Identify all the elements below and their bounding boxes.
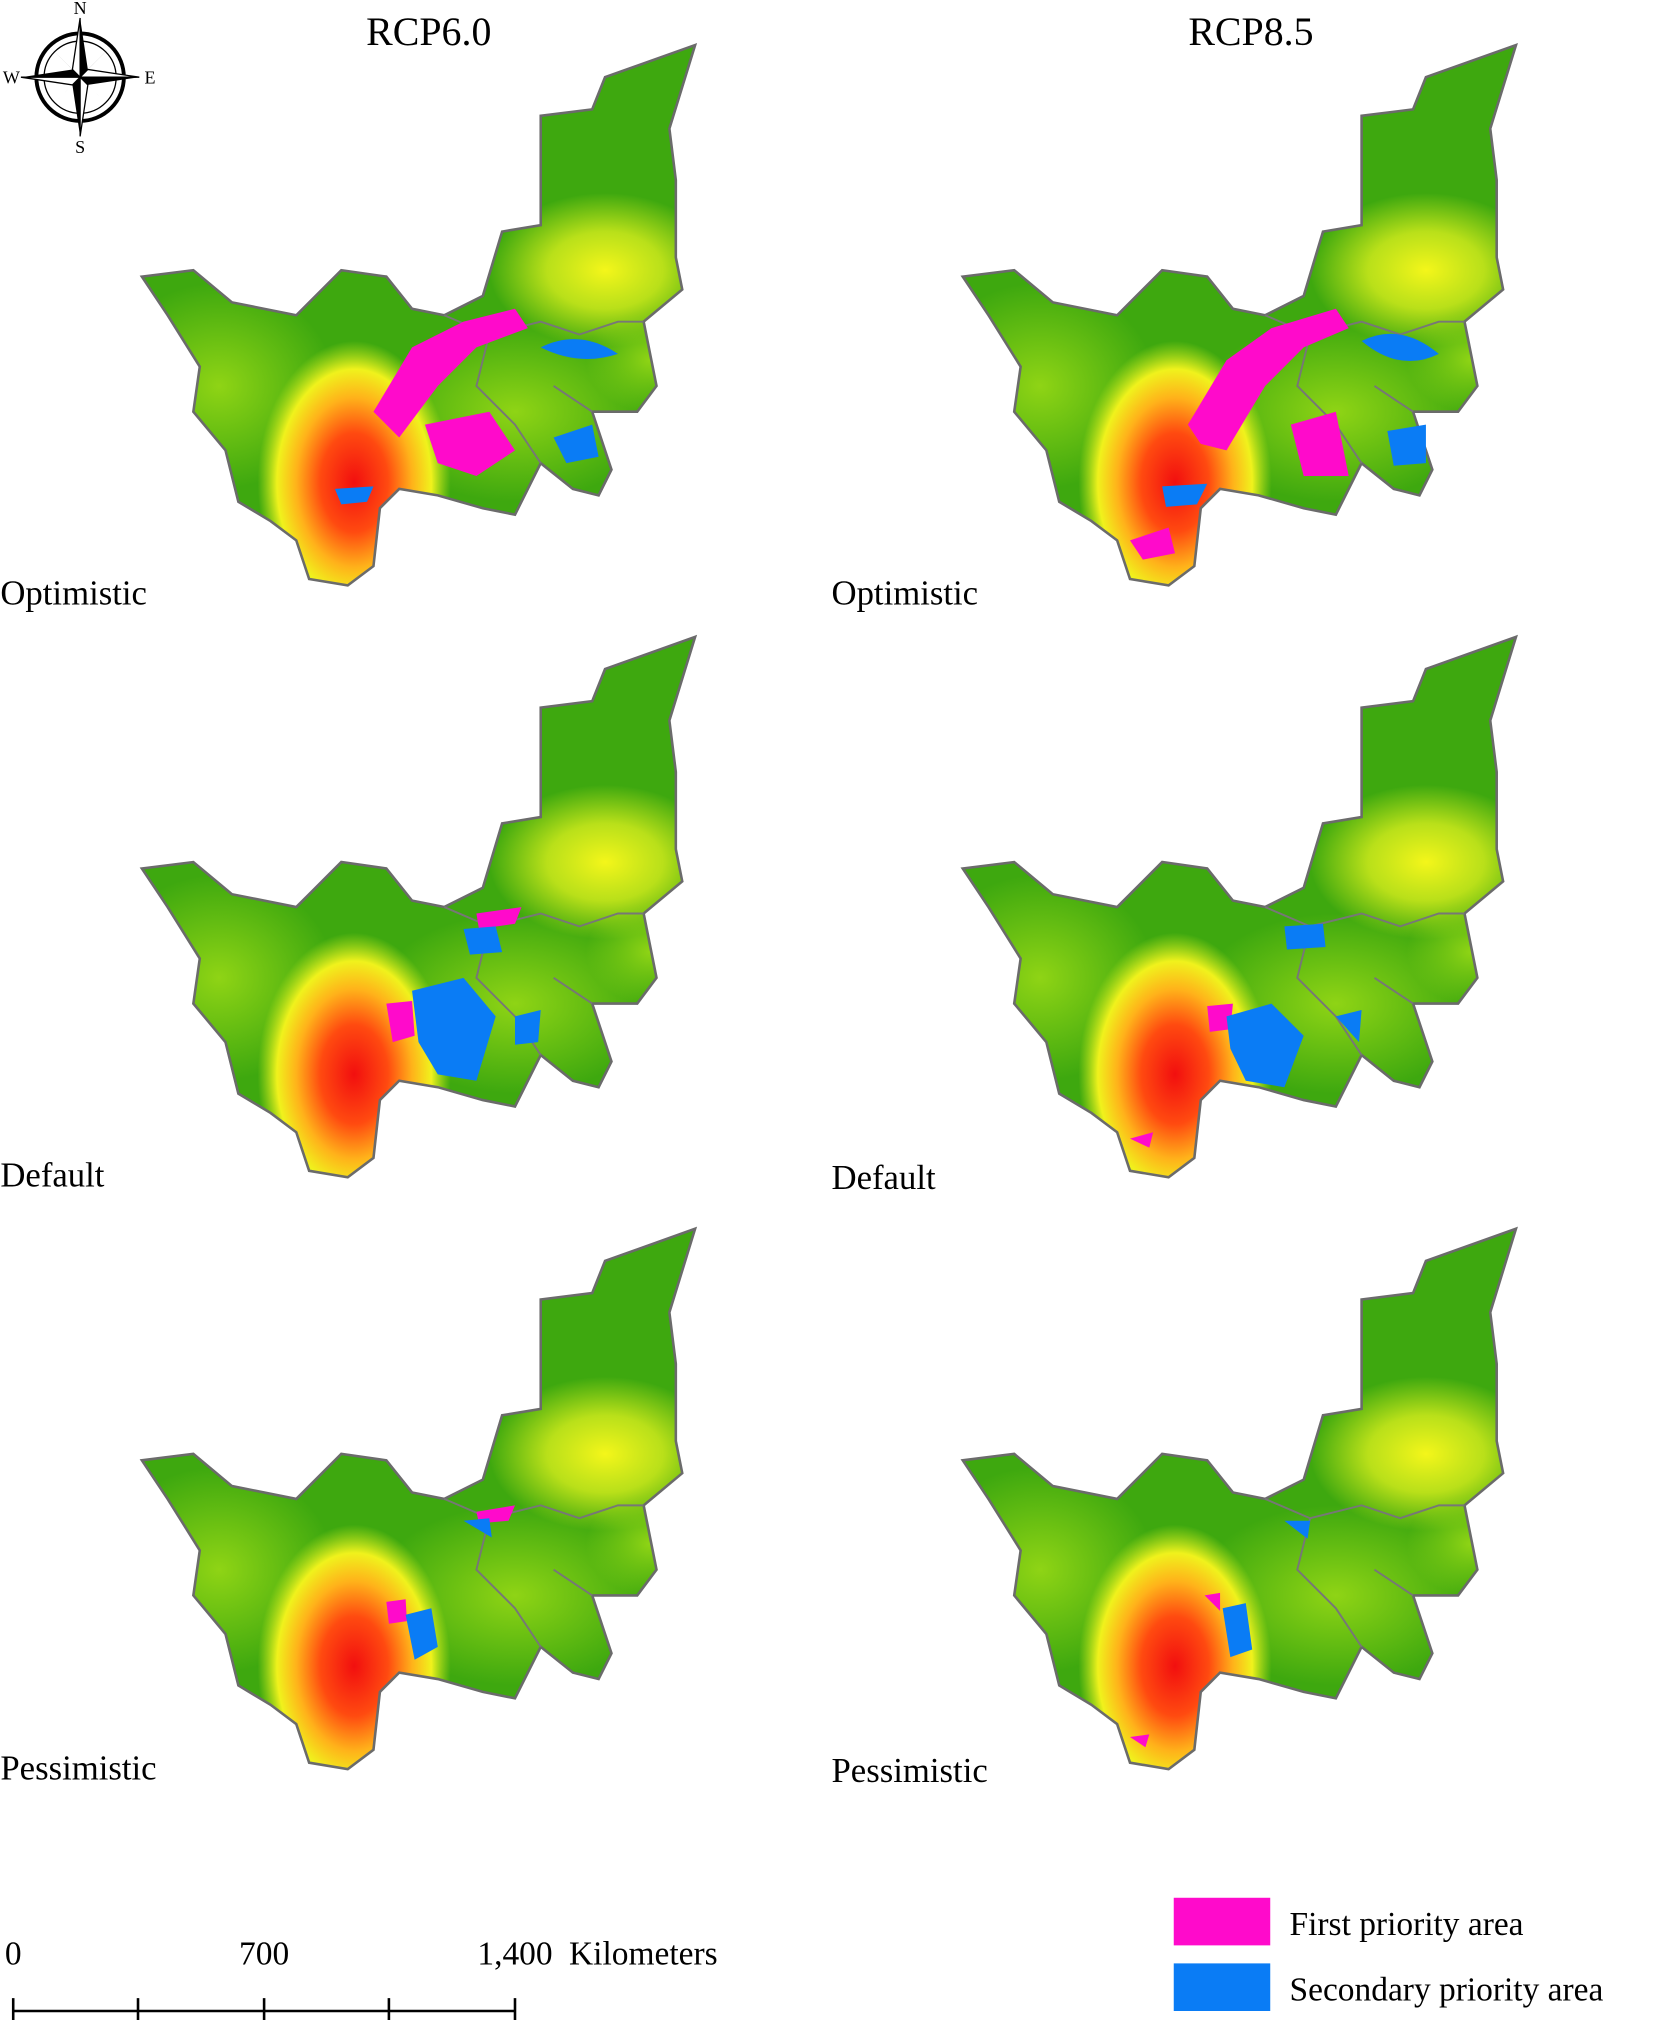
first-priority-area [373, 308, 528, 477]
map-panel [103, 1222, 721, 1807]
legend: First priority area Secondary priority a… [1173, 1897, 1604, 2011]
secondary-priority-area [1162, 333, 1439, 507]
secondary-priority-area [1222, 1520, 1311, 1658]
compass: N S E W [3, 0, 156, 157]
secondary-priority-area [1226, 923, 1362, 1088]
map-panel [103, 630, 721, 1215]
row-label: Pessimistic [0, 1748, 156, 1787]
legend-label: First priority area [1290, 1906, 1524, 1943]
secondary-priority-area [405, 1518, 492, 1660]
first-priority-area [386, 907, 522, 1043]
compass-label: W [3, 68, 20, 88]
column-title: RCP6.0 [366, 9, 491, 54]
scale-unit: Kilometers [569, 1936, 718, 1973]
map-panel [924, 0, 1654, 624]
first-priority-area [1130, 308, 1349, 560]
first-priority-area [1130, 1003, 1233, 1148]
legend-swatch [1173, 1897, 1271, 1946]
row-label: Default [0, 1155, 104, 1194]
compass-label: S [75, 137, 85, 157]
row-label: Pessimistic [832, 1751, 988, 1790]
scale-label: 700 [239, 1936, 289, 1973]
map-panel [924, 630, 1542, 1215]
compass-label: E [144, 68, 155, 88]
row-label: Default [832, 1158, 936, 1197]
map-panel [924, 1222, 1542, 1807]
compass-label: N [74, 0, 87, 18]
map-panel [103, 39, 721, 624]
first-priority-area [386, 1505, 515, 1624]
secondary-priority-area [412, 926, 541, 1081]
secondary-priority-area [334, 339, 618, 505]
legend-label: Secondary priority area [1290, 1972, 1604, 2009]
column-title: RCP8.5 [1188, 9, 1313, 54]
row-label: Optimistic [832, 574, 979, 613]
maps [103, 0, 1654, 1808]
legend-swatch [1173, 1963, 1271, 2011]
scale-label: 0 [5, 1936, 22, 1973]
row-label: Optimistic [0, 574, 147, 613]
scale-label: 1,400 [477, 1936, 552, 1973]
scale-bar: 0 700 1,400 Kilometers [5, 1936, 718, 2020]
